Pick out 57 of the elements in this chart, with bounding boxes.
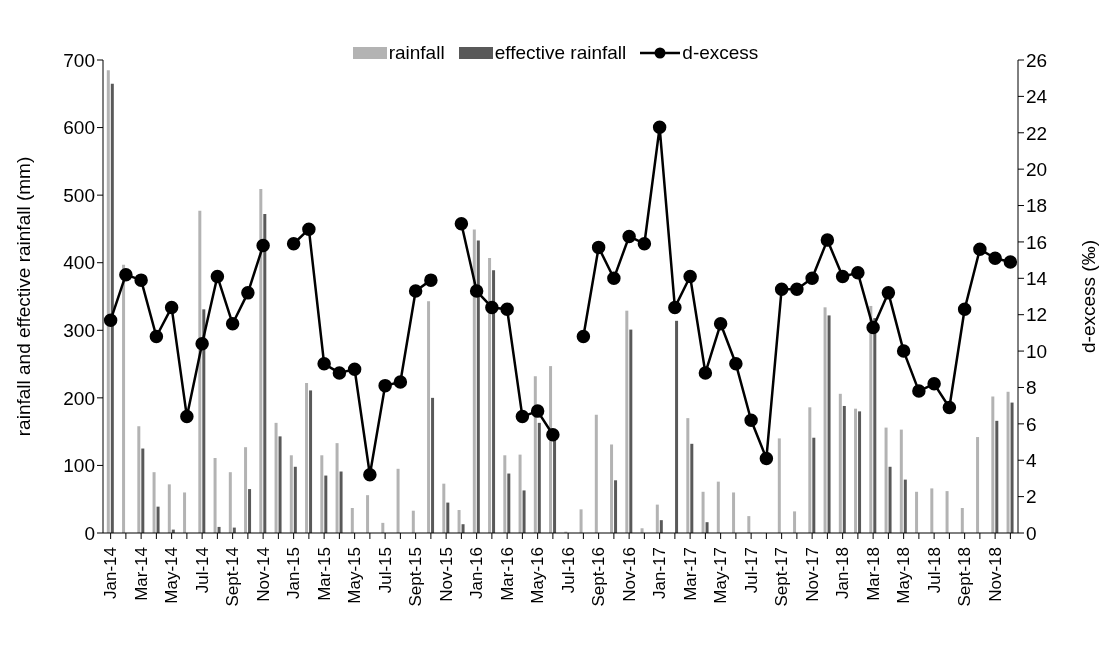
x-tick-label: Sept-16 xyxy=(589,547,609,607)
y-tick-label: 100 xyxy=(63,455,95,477)
y2-tick-label: 20 xyxy=(1026,158,1048,180)
x-tick-label: Jan-17 xyxy=(650,547,670,599)
x-tick-label: May-15 xyxy=(345,547,365,604)
x-tick-label: Nov-16 xyxy=(619,547,639,602)
y2-tick-label: 18 xyxy=(1026,195,1048,217)
y-axis-title: rainfall and effective rainfall (mm) xyxy=(12,156,34,437)
x-tick-label: Mar-18 xyxy=(863,547,883,601)
x-tick-label: Nov-14 xyxy=(253,547,273,602)
y2-tick-label: 10 xyxy=(1026,340,1048,362)
x-tick-label: May-17 xyxy=(711,547,731,604)
y2-tick-label: 14 xyxy=(1026,268,1048,290)
legend-label: rainfall xyxy=(388,42,445,64)
x-tick-label: Mar-15 xyxy=(314,547,334,601)
x-tick-label: Jul-16 xyxy=(558,547,578,594)
x-tick-label: May-16 xyxy=(528,547,548,604)
x-tick-label: May-14 xyxy=(162,547,182,604)
y2-tick-label: 16 xyxy=(1026,231,1048,253)
x-tick-label: Jul-15 xyxy=(375,547,395,594)
x-tick-label: Sept-18 xyxy=(955,547,975,607)
x-tick-label: Jul-17 xyxy=(741,547,761,594)
x-tick-label: Nov-15 xyxy=(436,547,456,602)
y2-tick-label: 4 xyxy=(1026,449,1037,471)
y2-tick-label: 0 xyxy=(1026,522,1037,544)
y-tick-label: 500 xyxy=(63,184,95,206)
y-tick-label: 700 xyxy=(63,49,95,71)
y2-tick-label: 22 xyxy=(1026,122,1048,144)
y2-tick-label: 26 xyxy=(1026,49,1048,71)
x-tick-label: Sept-17 xyxy=(772,547,792,607)
y2-tick-label: 6 xyxy=(1026,413,1037,435)
x-tick-label: Nov-17 xyxy=(802,547,822,602)
y-tick-label: 600 xyxy=(63,117,95,139)
y2-tick-label: 8 xyxy=(1026,377,1037,399)
y-tick-label: 200 xyxy=(63,387,95,409)
y2-axis-title: d-excess (‰) xyxy=(1077,240,1099,353)
x-tick-label: Mar-17 xyxy=(680,547,700,601)
y2-tick-label: 12 xyxy=(1026,304,1048,326)
x-tick-label: Jan-16 xyxy=(467,547,487,599)
y2-tick-label: 24 xyxy=(1026,86,1048,108)
x-tick-label: May-18 xyxy=(894,547,914,604)
y-tick-label: 0 xyxy=(84,522,95,544)
y2-tick-label: 2 xyxy=(1026,486,1037,508)
x-tick-label: Jan-15 xyxy=(284,547,304,599)
x-tick-label: Sept-14 xyxy=(223,547,243,607)
legend-label: effective rainfall xyxy=(494,42,627,64)
legend-label: d-excess xyxy=(682,42,759,64)
y-tick-label: 300 xyxy=(63,320,95,342)
x-tick-label: Sept-15 xyxy=(406,547,426,607)
x-tick-label: Jul-14 xyxy=(192,547,212,594)
y-tick-label: 400 xyxy=(63,252,95,274)
x-tick-label: Nov-18 xyxy=(985,547,1005,602)
x-tick-label: Jan-18 xyxy=(833,547,853,599)
x-tick-label: Jul-18 xyxy=(924,547,944,594)
x-tick-label: Mar-16 xyxy=(497,547,517,601)
x-tick-label: Jan-14 xyxy=(101,547,121,599)
x-tick-label: Mar-14 xyxy=(131,547,151,601)
